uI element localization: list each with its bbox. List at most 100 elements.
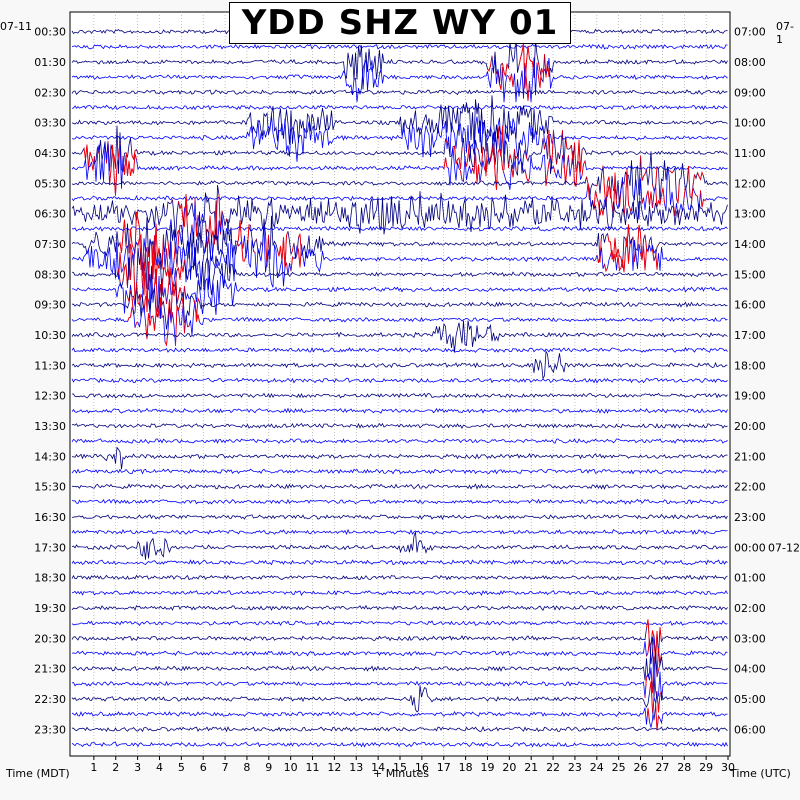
trace-line <box>71 528 728 536</box>
trace-line <box>72 392 728 399</box>
clipped-segment <box>260 242 263 246</box>
clipped-segment <box>562 155 569 185</box>
clipped-segment <box>647 707 650 722</box>
clipped-segment <box>542 137 545 150</box>
clipped-segment <box>656 648 659 676</box>
right-axis-label: Time (UTC) <box>730 767 791 780</box>
clipped-segment <box>187 325 190 328</box>
left-hour-label: 23:30 <box>34 723 66 736</box>
right-hour-label: 17:00 <box>734 329 766 342</box>
clipped-segment <box>695 194 698 197</box>
clipped-segment <box>655 250 658 270</box>
clipped-segment <box>623 168 632 217</box>
x-tick-label: 10 <box>284 761 298 774</box>
clipped-segment <box>151 235 155 280</box>
trace-line <box>71 514 728 521</box>
clipped-segment <box>673 205 676 216</box>
x-tick-label: 26 <box>634 761 648 774</box>
clipped-segment <box>286 262 289 276</box>
trace-line <box>71 89 728 96</box>
left-hour-label: 19:30 <box>34 602 66 615</box>
clipped-segment <box>125 152 128 158</box>
clipped-segment <box>644 234 647 249</box>
clipped-segment <box>655 185 665 208</box>
x-tick-label: 11 <box>306 761 320 774</box>
left-hour-label: 01:30 <box>34 56 66 69</box>
clipped-segment <box>640 246 649 271</box>
left-hour-label: 03:30 <box>34 117 66 130</box>
clipped-segment <box>170 199 173 204</box>
right-hour-label: 20:00 <box>734 420 766 433</box>
clipped-segment <box>166 248 169 270</box>
x-tick-label: 29 <box>699 761 713 774</box>
clipped-segment <box>641 197 644 204</box>
clipped-segment <box>688 165 691 197</box>
trace-line <box>71 604 728 611</box>
clipped-segment <box>296 244 302 268</box>
clipped-segment <box>617 236 631 273</box>
clipped-segment <box>109 142 121 196</box>
right-hour-label: 04:00 <box>734 663 766 676</box>
clipped-segment <box>130 251 136 301</box>
trace-line <box>71 636 728 700</box>
left-hour-label: 00:30 <box>34 26 66 39</box>
x-tick-label: 25 <box>612 761 626 774</box>
trace-line <box>71 34 728 90</box>
clipped-segment <box>547 130 550 160</box>
right-hour-label: 16:00 <box>734 299 766 312</box>
trace-line <box>71 346 728 353</box>
clipped-segment <box>119 219 127 253</box>
clipped-segment <box>184 203 188 229</box>
clipped-segment <box>122 153 137 176</box>
clipped-segment <box>640 155 647 181</box>
x-tick-label: 9 <box>265 761 272 774</box>
right-hour-label: 08:00 <box>734 56 766 69</box>
clipped-segment <box>143 261 149 313</box>
right-hour-label: 05:00 <box>734 693 766 706</box>
clipped-segment <box>118 268 121 283</box>
trace-line <box>71 95 728 152</box>
x-tick-label: 20 <box>502 761 516 774</box>
clipped-segment <box>136 286 139 300</box>
clipped-segment <box>637 224 643 261</box>
clipped-segment <box>166 273 170 305</box>
clipped-segment <box>122 262 128 288</box>
right-hour-label: 12:00 <box>734 177 766 190</box>
right-hour-label: 18:00 <box>734 359 766 372</box>
x-tick-label: 24 <box>590 761 604 774</box>
clipped-segment <box>182 304 185 334</box>
right-hour-label: 11:00 <box>734 147 766 160</box>
clipped-segment <box>236 241 239 247</box>
trace-line <box>71 590 728 597</box>
clipped-segment <box>502 63 509 77</box>
clipped-segment <box>545 155 551 187</box>
right-hour-label: 14:00 <box>734 238 766 251</box>
x-tick-label: 21 <box>524 761 538 774</box>
clipped-segment <box>697 171 704 181</box>
clipped-segment <box>524 169 530 183</box>
clipped-segment <box>178 194 188 227</box>
trace-group <box>71 28 728 748</box>
clipped-segment <box>518 43 535 89</box>
trace-line <box>71 656 728 701</box>
right-hour-label: 00:00 <box>734 541 766 554</box>
trace-line <box>72 282 728 330</box>
clipped-segment <box>161 278 164 298</box>
left-hour-label: 06:30 <box>34 208 66 221</box>
clipped-segment <box>265 234 269 268</box>
clipped-segment <box>176 225 181 268</box>
clipped-segment <box>700 190 706 208</box>
trace-line <box>71 619 728 664</box>
trace-line <box>71 559 728 566</box>
clipped-segment <box>482 160 488 173</box>
right-hour-label: 03:00 <box>734 632 766 645</box>
left-hour-label: 20:30 <box>34 632 66 645</box>
clipped-segment <box>178 303 181 311</box>
x-tick-label: 13 <box>349 761 363 774</box>
trace-line <box>71 422 728 429</box>
clipped-segment <box>553 166 556 173</box>
right-hour-label: 06:00 <box>734 723 766 736</box>
clipped-segment <box>460 170 463 181</box>
x-tick-label: 12 <box>327 761 341 774</box>
